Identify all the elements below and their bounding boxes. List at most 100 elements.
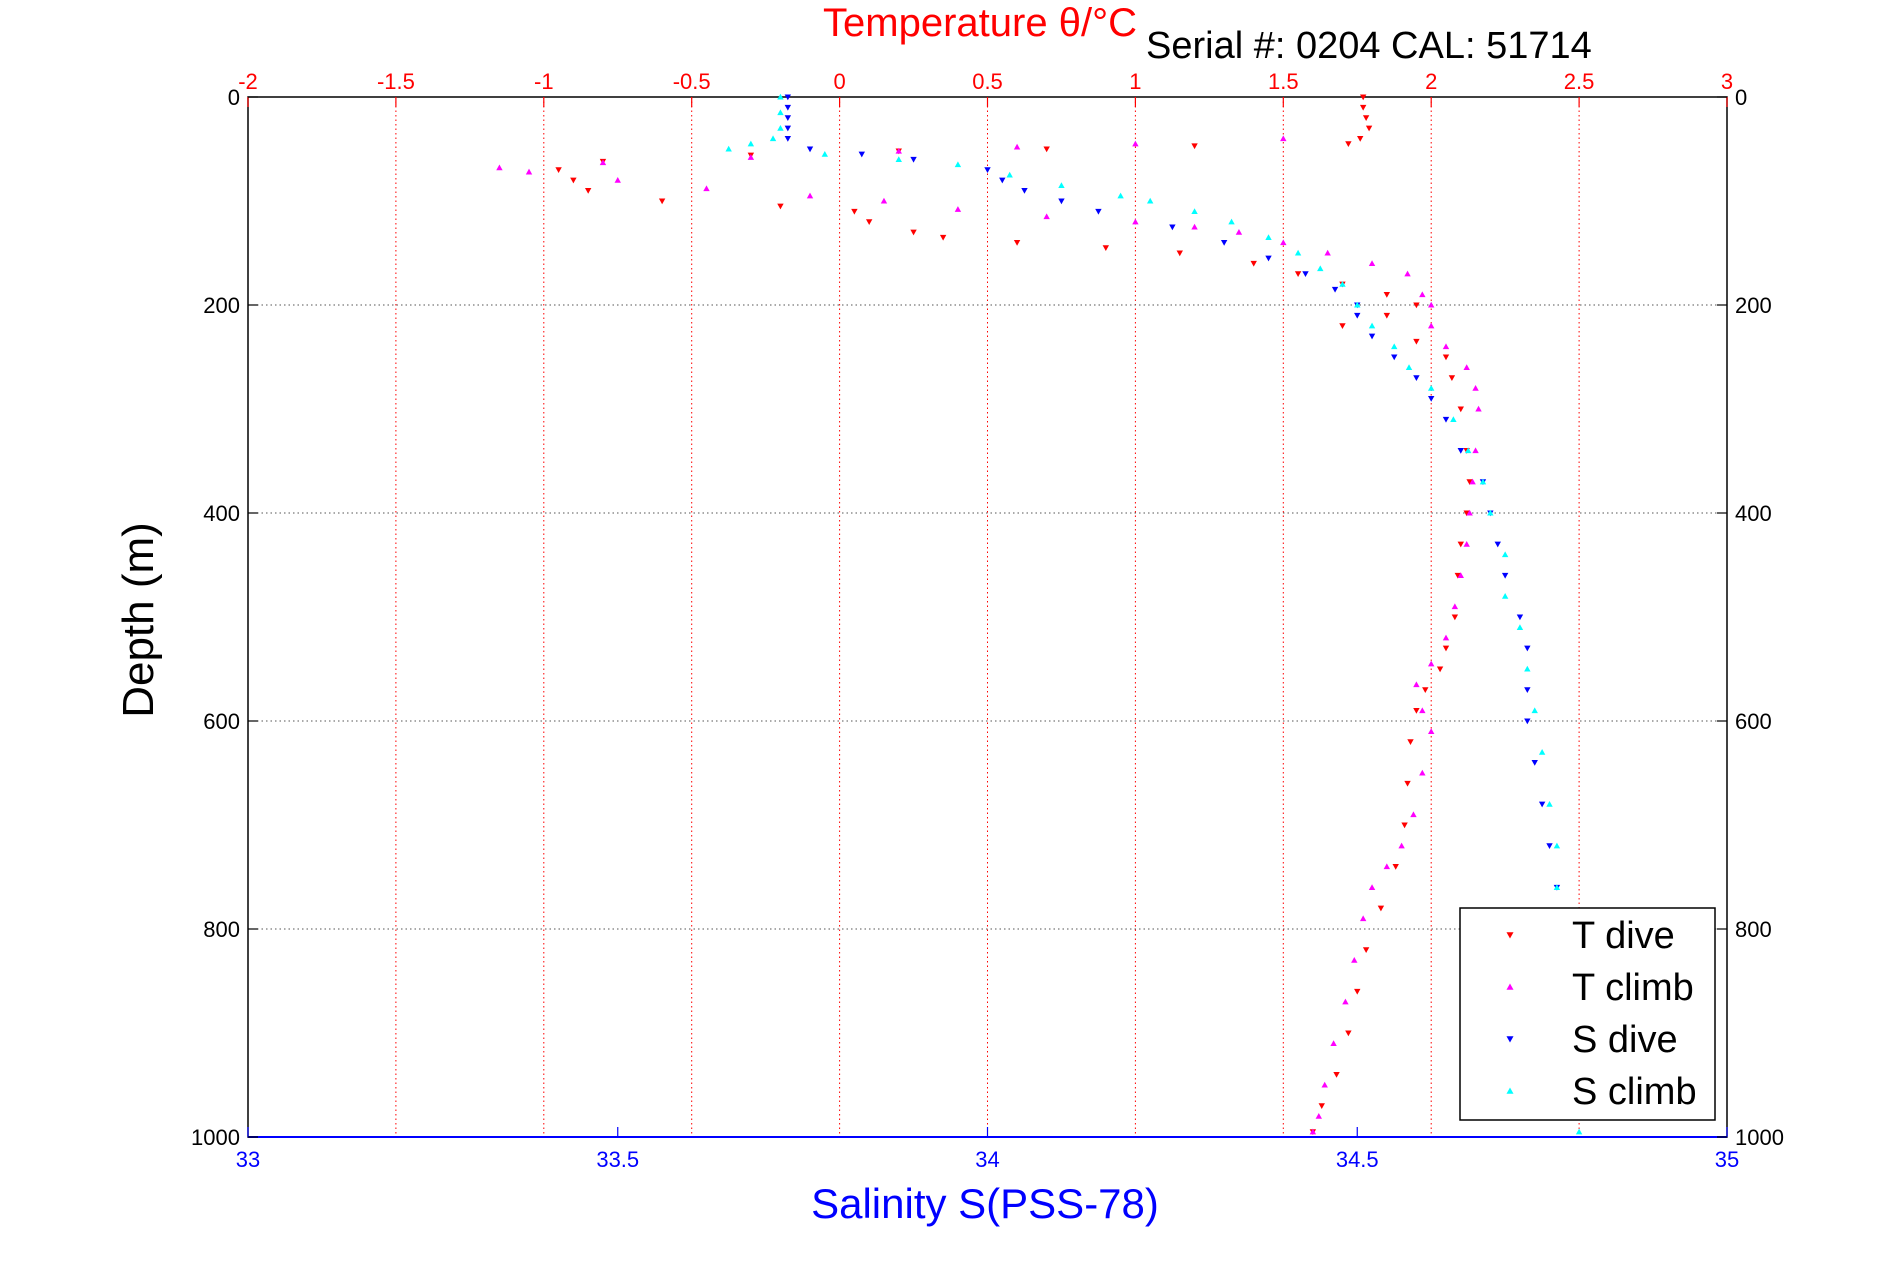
y-axis-title: Depth (m) [114, 522, 163, 718]
t-climb-point [747, 154, 755, 160]
chart-subtitle: Serial #: 0204 CAL: 51714 [1146, 25, 1592, 67]
t-climb-legend-marker [1506, 983, 1514, 990]
t-dive-point [570, 177, 577, 184]
s-climb-point [1006, 171, 1013, 178]
data-layer [496, 93, 1583, 1135]
t-dive-point [1436, 666, 1444, 673]
s-dive-point [1524, 718, 1531, 725]
s-dive-point [1501, 572, 1509, 579]
s-dive-point [1442, 416, 1450, 423]
s-climb-point [1553, 842, 1561, 849]
s-climb-point [1450, 416, 1457, 422]
t-climb-point [1419, 769, 1426, 776]
s-climb-point [1524, 665, 1531, 672]
s-dive-point [1220, 240, 1228, 246]
s-dive-point [910, 156, 917, 163]
t-dive-point [939, 234, 947, 241]
depth-tick-label-left: 1000 [191, 1125, 240, 1150]
t-climb-point [1419, 707, 1426, 714]
t-climb-point [1280, 239, 1287, 246]
t-dive-point [1383, 312, 1391, 319]
t-dive-point [1359, 104, 1367, 111]
t-climb-point [1419, 291, 1426, 298]
legend: T dive T climb S dive S climb [1459, 907, 1716, 1121]
t-dive-point [658, 198, 666, 205]
s-dive-point [1546, 843, 1553, 849]
t-climb-point [1413, 681, 1420, 688]
tick-layer: -2 -1.5 -1 -0.5 0 0.5 1 1.5 2 2.5 333 33.5 34 34.5 350… [191, 69, 1784, 1172]
s-dive-point [1428, 396, 1435, 402]
temperature-tick-label: 1.5 [1268, 69, 1299, 94]
t-climb-point [1472, 447, 1479, 454]
s-climb-point [895, 156, 902, 162]
t-climb-point [1368, 884, 1376, 890]
t-dive-point [1377, 905, 1385, 912]
s-dive-point [1531, 760, 1538, 766]
t-dive-point [1413, 302, 1420, 309]
temperature-tick-label: -0.5 [673, 69, 711, 94]
s-dive-point [1524, 687, 1531, 693]
t-dive-point [1413, 708, 1420, 714]
temperature-tick-label: 1 [1129, 69, 1141, 94]
s-climb-point [1354, 301, 1361, 308]
t-climb-point [599, 159, 607, 166]
s-dive-legend-label: S dive [1572, 1019, 1678, 1061]
t-dive-legend-marker [1506, 932, 1514, 939]
t-dive-point [777, 203, 784, 210]
t-climb-point [1475, 405, 1482, 412]
t-dive-point [1359, 94, 1367, 101]
s-climb-point [1464, 447, 1472, 454]
t-climb-point [1383, 863, 1391, 870]
t-dive-point [1442, 645, 1450, 652]
t-climb-point [1342, 998, 1349, 1005]
s-climb-point [1146, 197, 1154, 204]
t-climb-point [1043, 213, 1050, 220]
depth-tick-label-right: 800 [1735, 917, 1772, 942]
s-climb-point [821, 151, 829, 157]
depth-tick-label-left: 400 [203, 501, 240, 526]
t-climb-point [1472, 385, 1479, 391]
t-climb-point [1330, 1040, 1337, 1046]
s-climb-point [1428, 385, 1435, 391]
s-climb-point [1058, 182, 1065, 188]
s-dive-point [784, 136, 792, 142]
t-climb-point [1404, 270, 1411, 277]
s-dive-point [1413, 375, 1420, 381]
temperature-tick-label: 2 [1425, 69, 1437, 94]
temperature-tick-label: 0 [833, 69, 845, 94]
t-climb-point [954, 206, 962, 212]
t-dive-point [1362, 115, 1370, 121]
t-climb-point [525, 168, 533, 175]
s-climb-point [1479, 478, 1487, 485]
t-climb-point [703, 185, 710, 192]
t-dive-point [1463, 510, 1470, 517]
s-dive-point [806, 146, 814, 153]
s-dive-point [1302, 271, 1309, 277]
t-dive-point [1345, 141, 1352, 147]
s-climb-point [1228, 218, 1235, 225]
t-climb-legend-label: T climb [1572, 967, 1694, 1009]
t-dive-point [1466, 479, 1473, 485]
t-dive-point [1454, 572, 1462, 579]
t-climb-point [1309, 1128, 1317, 1135]
s-dive-point [1021, 188, 1028, 194]
grid-layer [248, 97, 1727, 1137]
s-climb-point [1191, 208, 1198, 214]
t-climb-point [1469, 478, 1476, 485]
s-climb-point [1317, 265, 1324, 272]
s-climb-point [1368, 322, 1376, 329]
t-climb-point [1457, 572, 1464, 578]
s-climb-point [1553, 884, 1561, 890]
temperature-tick-label: 2.5 [1564, 69, 1595, 94]
s-dive-point [1095, 208, 1102, 215]
t-dive-point [1451, 614, 1459, 621]
s-climb-point [1501, 551, 1509, 558]
s-dive-point [1265, 255, 1272, 262]
depth-tick-label-right: 400 [1735, 501, 1772, 526]
t-dive-point [555, 167, 562, 173]
t-dive-point [1345, 1030, 1352, 1037]
t-climb-point [1351, 957, 1358, 963]
salinity-tick-label: 34 [975, 1147, 999, 1172]
t-climb-point [895, 147, 902, 154]
t-dive-point [1401, 822, 1408, 829]
